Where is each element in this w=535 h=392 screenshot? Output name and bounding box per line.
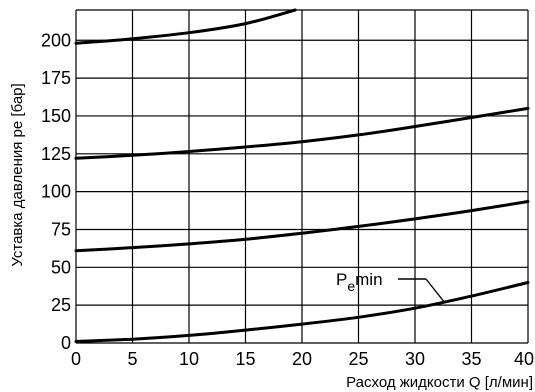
- x-tick-label: 35: [461, 349, 481, 369]
- series-group: [74, 8, 530, 343]
- x-tick-label: 40: [514, 349, 534, 369]
- tick-labels: 0 5 10 15 20 25 30 35 40 0 25 50 75 100 125 150 175 200: [41, 30, 534, 369]
- x-tick-label: 15: [235, 349, 255, 369]
- x-tick-label: 10: [179, 349, 199, 369]
- y-tick-label: 175: [41, 68, 71, 88]
- y-tick-label: 75: [51, 219, 71, 239]
- y-tick-label: 100: [41, 182, 71, 202]
- pemin-leader-diagonal: [425, 278, 446, 304]
- y-tick-label: 25: [51, 295, 71, 315]
- x-tick-label: 0: [71, 349, 81, 369]
- x-axis-label: Расход жидкости Q [л/мин]: [346, 374, 533, 391]
- pemin-label-suffix: min: [355, 270, 382, 289]
- pemin-label-sub: e: [347, 278, 355, 294]
- series-line-1: [74, 8, 297, 45]
- series-line-4: [74, 281, 530, 343]
- y-axis-label: Уставка давления pe [бар]: [9, 83, 26, 266]
- pemin-label-base: P: [336, 270, 347, 289]
- grid: [75, 9, 529, 344]
- y-tick-label: 125: [41, 144, 71, 164]
- y-tick-label: 50: [51, 257, 71, 277]
- x-tick-label: 25: [348, 349, 368, 369]
- x-tick-label: 20: [292, 349, 312, 369]
- y-tick-label: 200: [41, 30, 71, 50]
- x-tick-label: 5: [127, 349, 137, 369]
- series-line-2: [74, 106, 530, 160]
- series-line-3: [74, 200, 530, 253]
- x-tick-label: 30: [405, 349, 425, 369]
- pemin-annotation: Pemin: [336, 270, 446, 304]
- y-tick-label: 150: [41, 106, 71, 126]
- pemin-label: Pemin: [336, 270, 383, 294]
- y-tick-label: 0: [61, 333, 71, 353]
